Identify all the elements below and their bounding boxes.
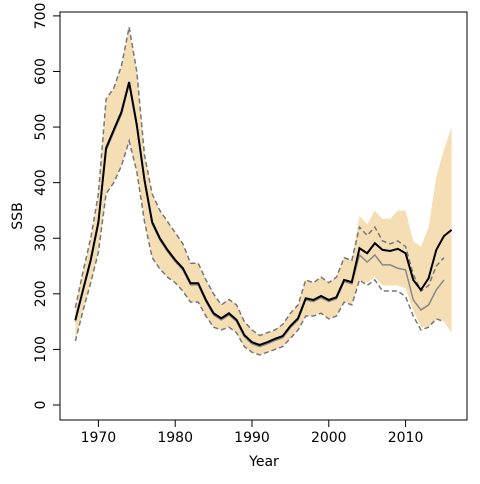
- confidence-band: [75, 27, 452, 355]
- plot-frame: [59, 11, 468, 421]
- series-line: [74, 138, 445, 356]
- y-tick-label: 300: [33, 225, 49, 252]
- x-tick-label: 1980: [157, 430, 193, 446]
- series-line: [74, 26, 445, 337]
- y-tick-label: 500: [33, 114, 49, 141]
- y-tick-label: 100: [33, 336, 49, 363]
- x-tick-label: 1970: [81, 430, 117, 446]
- y-tick-label: 700: [33, 3, 49, 30]
- x-tick-label: 1990: [234, 430, 270, 446]
- x-axis-label: Year: [248, 454, 279, 470]
- x-tick-label: 2010: [388, 430, 424, 446]
- y-tick-label: 200: [33, 280, 49, 307]
- y-axis-label: SSB: [10, 202, 26, 229]
- x-tick-label: 2000: [311, 430, 347, 446]
- y-tick-label: 600: [33, 58, 49, 85]
- y-tick-label: 400: [33, 169, 49, 196]
- series-line: [74, 81, 453, 347]
- y-tick-label: 0: [33, 401, 49, 410]
